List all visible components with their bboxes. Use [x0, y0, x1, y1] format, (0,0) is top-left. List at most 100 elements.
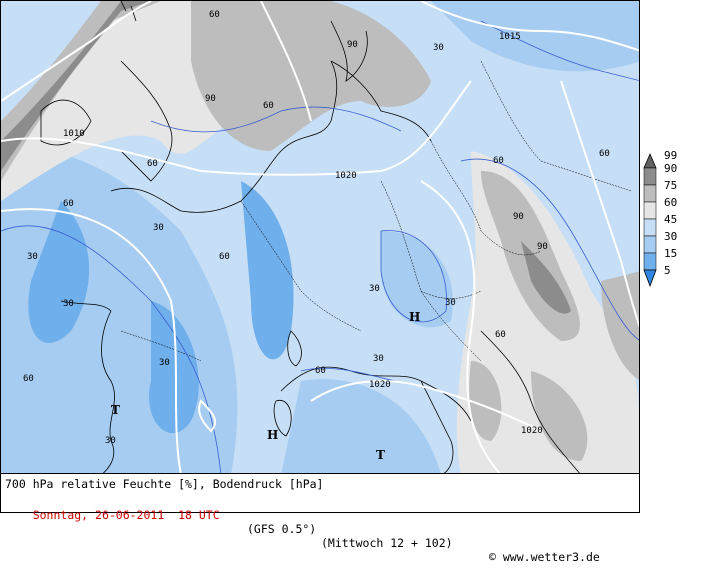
isobar-1010	[1, 1, 152, 102]
humidity-zone-30-med	[281, 379, 441, 473]
coastline-ireland	[40, 99, 92, 146]
isoline-60-east	[460, 158, 639, 341]
isobar-far-east	[560, 80, 639, 329]
legend-label: 99	[664, 149, 678, 162]
coastline-channel	[110, 187, 242, 213]
border-poland	[430, 140, 542, 256]
map-title: 700 hPa relative Feuchte [%], Bodendruck…	[5, 477, 324, 491]
border-germany-east	[380, 180, 482, 299]
humidity-label: 30	[105, 436, 116, 446]
trough-marker: T	[111, 403, 120, 417]
border-spain	[120, 330, 202, 362]
model-name: (GFS 0.5°)	[247, 522, 317, 536]
legend-label: 75	[664, 179, 678, 192]
pressure-labels: 1020 1020 1020 1010 1015	[63, 32, 543, 436]
isoline-60-north	[150, 106, 402, 133]
coastlines	[40, 1, 580, 473]
humidity-label: 30	[153, 223, 164, 233]
pressure-label: 1010	[63, 129, 85, 139]
pressure-label: 1020	[369, 380, 391, 390]
isoline-30-central	[380, 230, 447, 323]
humidity-label: 90	[513, 212, 524, 222]
humidity-label: 30	[445, 298, 456, 308]
humidity-label: 90	[205, 94, 216, 104]
legend-colorbar	[643, 152, 657, 288]
humidity-label: 90	[347, 40, 358, 50]
legend-label: 45	[664, 213, 678, 226]
coastline-france-west	[101, 310, 115, 473]
humidity-legend: 99 90 75 60 45 30 15 5	[640, 150, 704, 330]
pressure-label: 1015	[499, 32, 521, 42]
isobar-north-sea	[260, 1, 312, 122]
isoline-30-baltic	[480, 20, 639, 81]
isobar-1015	[420, 1, 639, 52]
border-france-germany	[240, 200, 362, 332]
humidity-label: 60	[263, 101, 274, 111]
humidity-zone-75-balkans	[531, 371, 588, 461]
humidity-label: 60	[63, 199, 74, 209]
humidity-label: 60	[23, 374, 34, 384]
humidity-label: 60	[599, 149, 610, 159]
coastline-brittany	[60, 300, 112, 312]
humidity-zone-30-north	[431, 1, 639, 72]
legend-label: 90	[664, 162, 678, 175]
map-caption: 700 hPa relative Feuchte [%], Bodendruck…	[0, 474, 640, 564]
country-borders	[120, 60, 632, 362]
pressure-label: 1020	[335, 171, 357, 181]
trough-marker: T	[376, 448, 385, 462]
credit-text: www.wetter3.de	[502, 550, 600, 564]
humidity-zone-75-southeast	[601, 271, 639, 380]
legend-swatch	[643, 218, 657, 237]
copyright-icon: ©	[489, 550, 496, 564]
coastline-corsica	[273, 400, 292, 437]
legend-swatch	[643, 201, 657, 220]
coastline-low-countries	[240, 60, 338, 202]
weather-map: 1020 1020 1020 1010 1015 90 90 90 90 60 …	[0, 0, 640, 474]
legend-label: 15	[664, 247, 678, 260]
legend-swatch	[643, 167, 657, 186]
isoline-30-west	[1, 225, 222, 473]
humidity-zone-75-northwest	[1, 1, 161, 181]
humidity-label: 60	[493, 156, 504, 166]
forecast-step: (Mittwoch 12 + 102)	[321, 536, 453, 550]
legend-arrow-bottom	[643, 269, 657, 288]
humidity-label: 30	[27, 252, 38, 262]
humidity-label: 30	[369, 284, 380, 294]
humidity-label: 60	[495, 330, 506, 340]
humidity-zone-15-france	[241, 181, 294, 360]
humidity-zone-15-atlantic	[28, 201, 90, 343]
run-info: Sonntag, 26-06-2011 18 UTC (GFS 0.5°) (M…	[5, 494, 637, 578]
coastline-mediterranean	[280, 366, 472, 422]
coastline-denmark	[330, 20, 368, 82]
map-canvas: 1020 1020 1020 1010 1015 90 90 90 90 60 …	[1, 1, 639, 473]
humidity-zone-15-biscay	[149, 301, 199, 434]
border-austria	[420, 290, 482, 362]
coastline-adriatic-east	[480, 330, 580, 473]
isobar-1020-south	[310, 380, 542, 432]
humidity-zone-75-northsea	[191, 1, 431, 151]
credit-link[interactable]: © www.wetter3.de	[489, 550, 600, 564]
isobar-west	[1, 208, 182, 473]
run-date: Sonntag, 26-06-2011 18 UTC	[32, 508, 220, 522]
humidity-label: 30	[159, 358, 170, 368]
humidity-label: 30	[433, 43, 444, 53]
legend-swatch	[643, 235, 657, 254]
pressure-label: 1020	[521, 426, 543, 436]
legend-swatch	[643, 252, 657, 271]
pressure-centers: H H T T	[111, 310, 420, 462]
humidity-label: 30	[373, 354, 384, 364]
legend-arrow-top	[643, 152, 657, 169]
legend-label: 30	[664, 230, 678, 243]
coastline-lake	[287, 330, 302, 367]
coastline-britain	[120, 60, 173, 182]
humidity-label: 60	[315, 366, 326, 376]
coastline-scandinavia-fragments	[120, 1, 137, 22]
legend-swatch	[643, 184, 657, 203]
isobar-1020-north	[1, 80, 472, 176]
humidity-label: 90	[537, 242, 548, 252]
high-pressure-marker: H	[409, 310, 420, 324]
humidity-label: 60	[219, 252, 230, 262]
border-baltic-states	[480, 60, 632, 192]
pressure-isobars	[1, 1, 639, 473]
legend-label: 60	[664, 196, 678, 209]
